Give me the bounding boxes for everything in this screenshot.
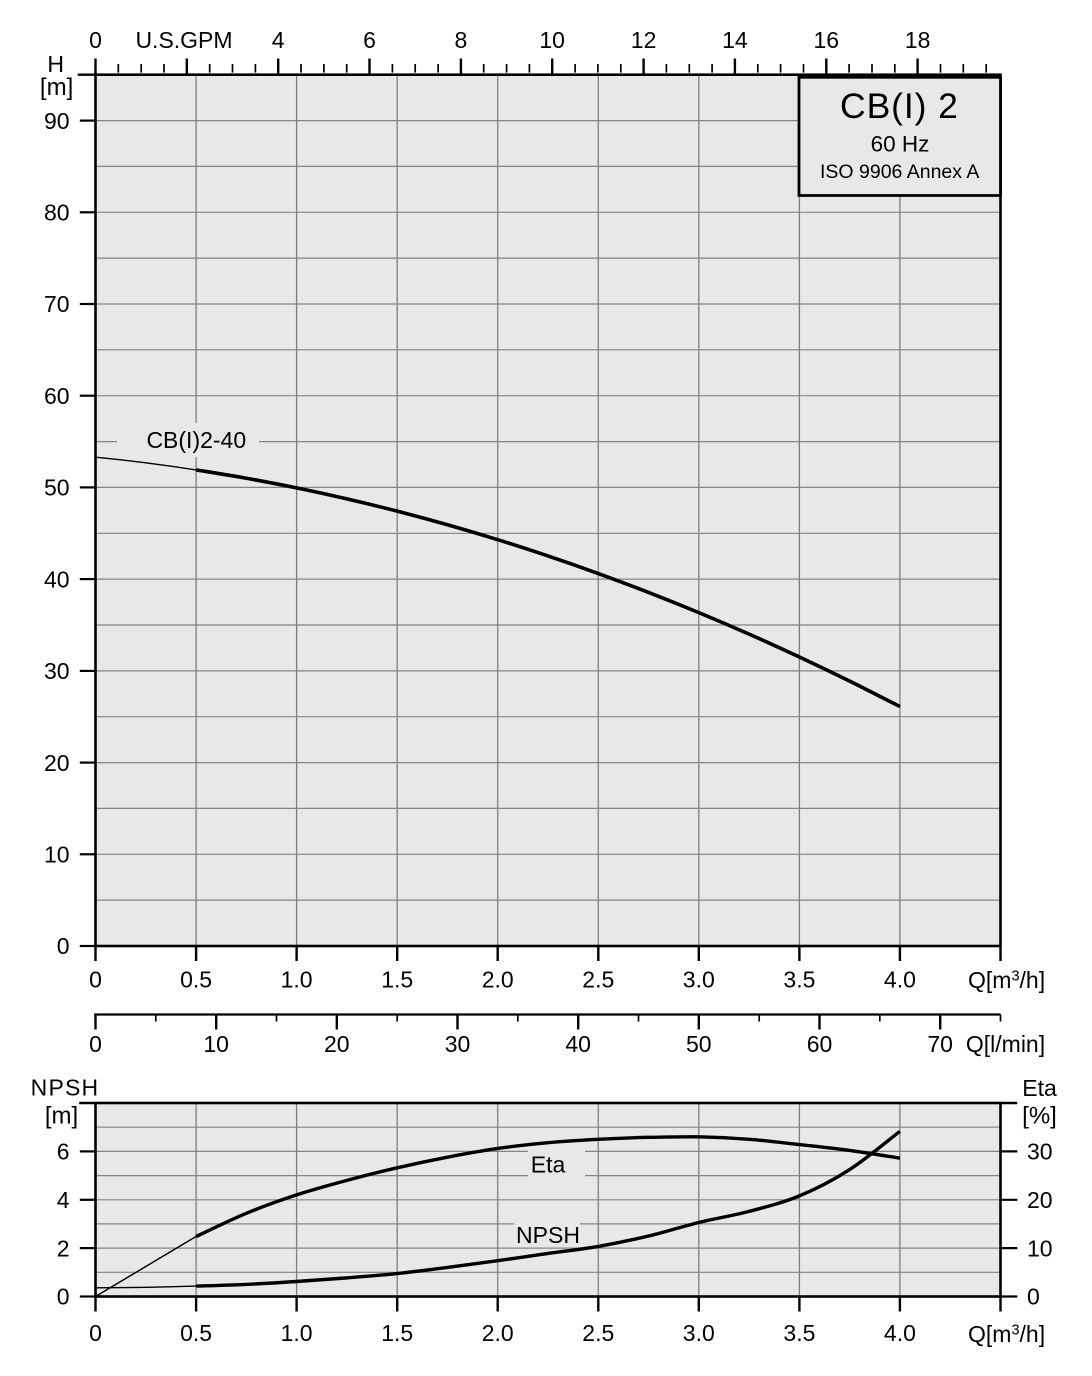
svg-text:Q[m3/h]: Q[m3/h]: [968, 967, 1045, 993]
svg-text:2.0: 2.0: [482, 1320, 514, 1346]
svg-text:8: 8: [455, 27, 468, 53]
svg-text:3.5: 3.5: [783, 966, 815, 992]
svg-text:10: 10: [44, 842, 70, 868]
svg-text:4: 4: [57, 1187, 70, 1213]
svg-text:4.0: 4.0: [884, 1320, 916, 1346]
svg-text:0: 0: [1027, 1284, 1040, 1310]
svg-text:6: 6: [57, 1139, 70, 1165]
svg-text:20: 20: [324, 1031, 350, 1057]
svg-text:4: 4: [272, 27, 285, 53]
svg-text:50: 50: [44, 475, 70, 501]
svg-text:30: 30: [44, 658, 70, 684]
svg-text:Eta: Eta: [531, 1151, 566, 1177]
svg-text:Q[l/min]: Q[l/min]: [966, 1031, 1045, 1057]
svg-text:NPSH: NPSH: [516, 1222, 580, 1248]
svg-text:1.0: 1.0: [281, 966, 313, 992]
svg-text:70: 70: [927, 1031, 953, 1057]
svg-text:2.5: 2.5: [582, 966, 614, 992]
svg-text:10: 10: [1027, 1235, 1053, 1261]
svg-text:70: 70: [44, 291, 70, 317]
svg-text:1.0: 1.0: [281, 1320, 313, 1346]
svg-text:3.0: 3.0: [683, 1320, 715, 1346]
svg-text:30: 30: [445, 1031, 471, 1057]
svg-text:80: 80: [44, 200, 70, 226]
svg-text:20: 20: [1027, 1187, 1053, 1213]
svg-text:60: 60: [44, 383, 70, 409]
svg-text:20: 20: [44, 750, 70, 776]
svg-text:Eta: Eta: [1022, 1075, 1057, 1101]
svg-text:90: 90: [44, 108, 70, 134]
svg-text:0: 0: [57, 933, 70, 959]
svg-text:40: 40: [44, 566, 70, 592]
svg-text:12: 12: [631, 27, 657, 53]
svg-text:0: 0: [89, 27, 102, 53]
svg-text:14: 14: [722, 27, 748, 53]
svg-text:0.5: 0.5: [180, 1320, 212, 1346]
svg-text:2.0: 2.0: [482, 966, 514, 992]
svg-text:3.5: 3.5: [783, 1320, 815, 1346]
svg-text:6: 6: [363, 27, 376, 53]
svg-text:40: 40: [565, 1031, 591, 1057]
svg-text:10: 10: [203, 1031, 229, 1057]
svg-text:1.5: 1.5: [381, 966, 413, 992]
svg-text:[%]: [%]: [1022, 1103, 1057, 1130]
svg-text:60: 60: [807, 1031, 833, 1057]
svg-text:4.0: 4.0: [884, 966, 916, 992]
svg-text:16: 16: [814, 27, 840, 53]
svg-text:CB(I) 2: CB(I) 2: [840, 86, 959, 126]
svg-text:0.5: 0.5: [180, 966, 212, 992]
svg-text:60 Hz: 60 Hz: [871, 131, 930, 156]
svg-text:[m]: [m]: [40, 74, 73, 101]
svg-text:2: 2: [57, 1235, 70, 1261]
svg-text:U.S.GPM: U.S.GPM: [135, 27, 232, 53]
svg-text:18: 18: [905, 27, 931, 53]
svg-text:30: 30: [1027, 1139, 1053, 1165]
svg-text:50: 50: [686, 1031, 712, 1057]
svg-text:CB(I)2-40: CB(I)2-40: [146, 427, 246, 453]
svg-text:ISO 9906 Annex A: ISO 9906 Annex A: [820, 161, 979, 183]
svg-text:2.5: 2.5: [582, 1320, 614, 1346]
svg-text:H: H: [47, 51, 64, 77]
svg-text:[m]: [m]: [45, 1103, 78, 1130]
svg-text:Q[m3/h]: Q[m3/h]: [968, 1321, 1045, 1347]
svg-text:0: 0: [89, 1031, 102, 1057]
svg-text:10: 10: [539, 27, 565, 53]
svg-text:0: 0: [57, 1284, 70, 1310]
svg-text:0: 0: [89, 966, 102, 992]
svg-text:3.0: 3.0: [683, 966, 715, 992]
svg-text:NPSH: NPSH: [31, 1074, 100, 1100]
svg-text:0: 0: [89, 1320, 102, 1346]
svg-text:1.5: 1.5: [381, 1320, 413, 1346]
